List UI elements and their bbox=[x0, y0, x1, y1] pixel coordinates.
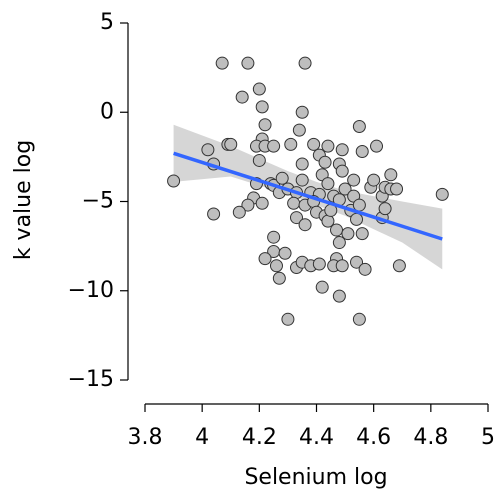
point bbox=[392, 259, 406, 273]
point bbox=[275, 171, 289, 185]
point bbox=[350, 212, 364, 226]
x-axis-label: Selenium log bbox=[244, 465, 387, 490]
point bbox=[255, 100, 269, 114]
point bbox=[321, 139, 335, 153]
point bbox=[258, 252, 272, 266]
point bbox=[224, 137, 238, 151]
x-tick-label: 4.6 bbox=[356, 425, 391, 450]
point bbox=[390, 182, 404, 196]
point bbox=[335, 259, 349, 273]
y-tick-label: −15 bbox=[68, 367, 114, 392]
point bbox=[347, 173, 361, 187]
y-tick-label: 0 bbox=[100, 99, 114, 124]
point bbox=[287, 196, 301, 210]
point bbox=[384, 168, 398, 182]
x-tick-label: 4.4 bbox=[299, 425, 334, 450]
point bbox=[352, 120, 366, 134]
point bbox=[284, 137, 298, 151]
point bbox=[267, 139, 281, 153]
point bbox=[318, 155, 332, 169]
point bbox=[312, 257, 326, 271]
point bbox=[258, 118, 272, 132]
point bbox=[338, 182, 352, 196]
point bbox=[335, 143, 349, 157]
point bbox=[241, 198, 255, 212]
y-axis-label: k value log bbox=[11, 140, 36, 260]
point bbox=[367, 173, 381, 187]
point bbox=[295, 173, 309, 187]
x-tick-label: 5 bbox=[481, 425, 494, 450]
point bbox=[201, 143, 215, 157]
point bbox=[232, 205, 246, 219]
point bbox=[298, 56, 312, 70]
point bbox=[435, 187, 449, 201]
point bbox=[167, 174, 181, 188]
point bbox=[352, 312, 366, 326]
point bbox=[355, 145, 369, 159]
point bbox=[370, 139, 384, 153]
point bbox=[355, 227, 369, 241]
point bbox=[272, 271, 286, 285]
point bbox=[252, 153, 266, 167]
point bbox=[252, 82, 266, 96]
point bbox=[341, 227, 355, 241]
point bbox=[207, 207, 221, 221]
point bbox=[278, 246, 292, 260]
point bbox=[350, 255, 364, 269]
y-tick-label: 5 bbox=[100, 10, 114, 35]
point bbox=[295, 157, 309, 171]
x-tick-label: 4.8 bbox=[413, 425, 448, 450]
point bbox=[269, 259, 283, 273]
regression-line bbox=[173, 151, 443, 241]
x-tick-label: 4 bbox=[195, 425, 209, 450]
point bbox=[332, 236, 346, 250]
point bbox=[335, 164, 349, 178]
point bbox=[332, 289, 346, 303]
point bbox=[215, 56, 229, 70]
point bbox=[267, 230, 281, 244]
point bbox=[295, 105, 309, 119]
x-tick-label: 4.2 bbox=[242, 425, 277, 450]
point bbox=[378, 202, 392, 216]
point bbox=[281, 312, 295, 326]
point bbox=[241, 56, 255, 70]
point bbox=[352, 198, 366, 212]
y-tick-label: −5 bbox=[82, 189, 114, 214]
point bbox=[298, 218, 312, 232]
y-tick-label: −10 bbox=[68, 278, 114, 303]
point bbox=[358, 262, 372, 276]
point bbox=[307, 137, 321, 151]
point bbox=[289, 211, 303, 225]
point bbox=[235, 90, 249, 104]
x-tick-label: 3.8 bbox=[128, 425, 163, 450]
point bbox=[321, 177, 335, 191]
point bbox=[255, 196, 269, 210]
point bbox=[330, 223, 344, 237]
point bbox=[315, 280, 329, 294]
point bbox=[292, 123, 306, 137]
